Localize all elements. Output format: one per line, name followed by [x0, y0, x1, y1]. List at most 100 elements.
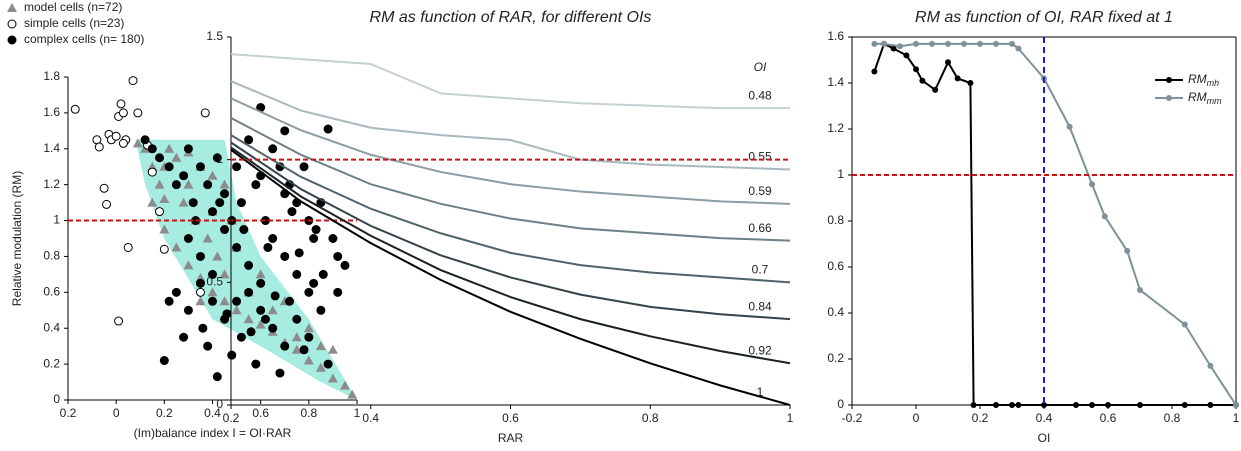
triangle-point	[255, 269, 266, 279]
x-tick-label: 0.8	[1164, 411, 1181, 425]
x-tick-label: 0.2	[156, 406, 173, 420]
y-tick-label: 0.4	[43, 320, 60, 334]
point	[287, 207, 297, 217]
point	[1105, 402, 1111, 408]
triangle-point	[267, 305, 278, 315]
open-point	[111, 131, 121, 141]
x-tick-label: 0.4	[1036, 411, 1053, 425]
legend-marker	[7, 35, 17, 45]
point	[1124, 247, 1131, 254]
point	[183, 305, 193, 315]
open-point	[195, 287, 205, 297]
x-axis-label: (Im)balance index I = OI·RAR	[134, 426, 292, 440]
y-tick-label: 0	[837, 397, 844, 411]
triangle-point	[212, 251, 223, 261]
point	[140, 135, 150, 145]
legend-subscript: mm	[1207, 96, 1222, 106]
open-point	[70, 104, 80, 114]
x-tick-label: 0	[113, 406, 120, 420]
point	[304, 287, 314, 297]
point	[871, 68, 878, 75]
triangle-point	[219, 179, 230, 189]
point	[897, 43, 903, 50]
point	[270, 291, 280, 301]
series-line	[230, 149, 791, 406]
point	[961, 40, 967, 47]
point	[215, 198, 225, 208]
series-label: 1	[757, 385, 764, 399]
point	[195, 278, 205, 288]
point	[1137, 402, 1143, 408]
open-point	[123, 242, 133, 252]
point	[311, 225, 321, 235]
point	[280, 341, 290, 351]
legend-marker	[7, 19, 17, 29]
point	[304, 332, 314, 342]
chart-title: RM as function of RAR, for different OIs	[370, 9, 652, 26]
legend-label: RMmm	[1188, 90, 1222, 106]
point	[1233, 402, 1239, 408]
triangle-point	[219, 269, 230, 279]
point	[256, 305, 266, 315]
triangle-point	[291, 344, 302, 354]
y-tick-label: 1.6	[43, 105, 60, 119]
point	[203, 180, 213, 190]
triangle-point	[202, 233, 213, 243]
x-tick-label: 0.8	[642, 411, 659, 425]
triangle-point	[255, 319, 266, 329]
point	[164, 162, 174, 172]
y-tick-label: 0.8	[43, 249, 60, 263]
point	[164, 296, 174, 306]
legend-marker	[7, 3, 17, 12]
y-tick-label: 1.4	[827, 75, 844, 89]
series-line	[230, 80, 791, 171]
open-point	[147, 167, 157, 177]
x-tick-label: 0	[913, 411, 920, 425]
point	[263, 242, 273, 252]
y-tick-label: 1.5	[206, 29, 223, 43]
point	[195, 162, 205, 172]
legend-title: OI	[754, 60, 767, 74]
y-tick-label: 1.4	[43, 141, 60, 155]
point	[292, 314, 302, 324]
point	[309, 278, 319, 288]
point	[239, 225, 249, 235]
y-tick-label: 1	[837, 167, 844, 181]
point	[913, 66, 919, 73]
point	[227, 350, 237, 360]
series-line	[230, 97, 791, 205]
point	[929, 40, 935, 47]
series-label: 0.59	[748, 184, 772, 198]
point	[1015, 45, 1022, 52]
y-tick-label: 0.6	[43, 285, 60, 299]
point	[967, 80, 974, 86]
point	[171, 180, 181, 190]
point	[280, 251, 290, 261]
point	[256, 278, 266, 288]
point	[1137, 287, 1143, 293]
point	[328, 234, 338, 243]
point	[222, 309, 232, 319]
point	[1015, 402, 1022, 408]
point	[871, 40, 878, 47]
point	[212, 153, 222, 163]
point	[232, 296, 242, 306]
triangle-point	[291, 332, 302, 342]
chart-title: RM as function of OI, RAR fixed at 1	[915, 9, 1173, 26]
point	[183, 234, 193, 243]
point	[244, 287, 254, 297]
y-axis-label: Relative modulation (RM)	[10, 171, 24, 306]
point	[251, 180, 261, 190]
point	[155, 153, 165, 163]
x-tick-label: 0.2	[972, 411, 989, 425]
x-axis-label: RAR	[498, 431, 524, 445]
series-line	[230, 141, 791, 321]
point	[932, 86, 939, 93]
point	[147, 144, 157, 154]
point	[195, 251, 205, 261]
triangle-point	[132, 138, 143, 148]
open-point	[133, 108, 143, 118]
point	[244, 135, 254, 145]
point	[323, 359, 333, 369]
series-label: 0.84	[748, 299, 772, 313]
